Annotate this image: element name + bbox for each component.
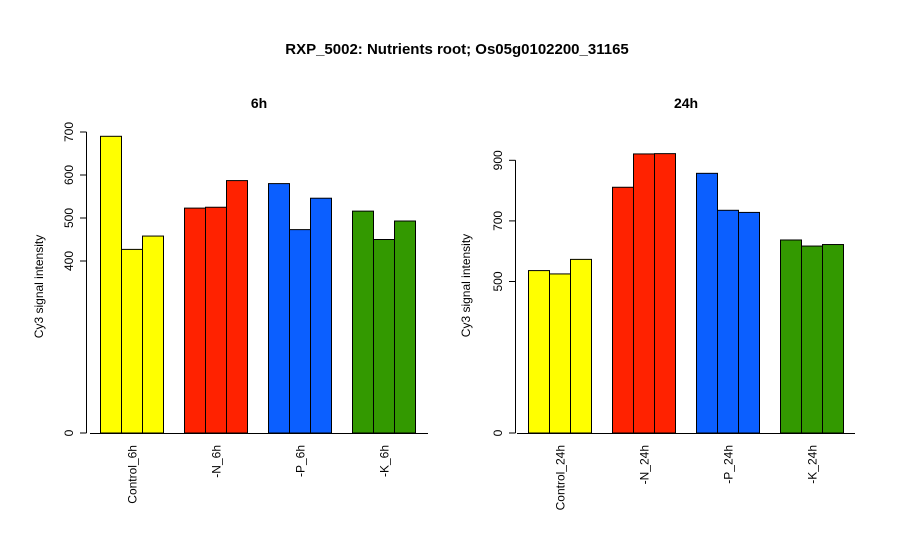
bar xyxy=(633,153,655,434)
category-label: -P_6h xyxy=(294,445,308,477)
y-axis-label: Cy3 signal intensity xyxy=(459,234,473,337)
category-label: -K_24h xyxy=(806,445,820,484)
y-tick-label: 500 xyxy=(62,208,76,228)
category-label: -K_6h xyxy=(378,445,392,477)
bar xyxy=(310,197,332,434)
y-tick-label: 400 xyxy=(62,251,76,271)
bar xyxy=(352,210,374,434)
bar xyxy=(570,258,592,434)
bar xyxy=(738,211,760,434)
bar xyxy=(100,135,122,434)
bar xyxy=(696,172,718,434)
bar xyxy=(184,207,206,434)
bar xyxy=(121,248,143,434)
y-tick-label: 900 xyxy=(491,150,505,170)
category-label: -N_6h xyxy=(210,445,224,478)
bar xyxy=(822,244,844,434)
bar xyxy=(289,229,311,434)
bar xyxy=(612,186,634,434)
y-tick-label: 700 xyxy=(62,122,76,142)
figure-title: RXP_5002: Nutrients root; Os05g0102200_3… xyxy=(285,41,629,58)
panel-title: 24h xyxy=(674,95,698,111)
panel-6h: 6h Cy3 signal intensity 0 400 500 600 700 Contr… xyxy=(32,95,428,504)
bar xyxy=(373,239,395,434)
panel-title: 6h xyxy=(251,95,267,111)
bar xyxy=(654,153,676,434)
category-label: -P_24h xyxy=(722,445,736,484)
bar xyxy=(205,206,227,434)
category-label: Control_6h xyxy=(126,445,140,504)
bar xyxy=(528,270,550,434)
y-tick-label: 0 xyxy=(62,429,76,436)
y-tick-label: 600 xyxy=(62,165,76,185)
bar xyxy=(549,273,571,434)
y-tick-label: 0 xyxy=(491,429,505,436)
bar xyxy=(801,245,823,434)
category-label: -N_24h xyxy=(638,445,652,484)
bar xyxy=(780,239,802,434)
y-tick-label: 700 xyxy=(491,211,505,231)
category-label: Control_24h xyxy=(554,445,568,510)
panel-24h: 24h Cy3 signal intensity 0 500 700 900 Control… xyxy=(459,95,855,510)
bar xyxy=(226,180,248,434)
y-axis-label: Cy3 signal intensity xyxy=(32,235,46,338)
bar xyxy=(717,209,739,434)
y-tick-label: 500 xyxy=(491,271,505,291)
bar xyxy=(394,220,416,434)
bar xyxy=(268,183,290,434)
bar xyxy=(142,235,164,434)
